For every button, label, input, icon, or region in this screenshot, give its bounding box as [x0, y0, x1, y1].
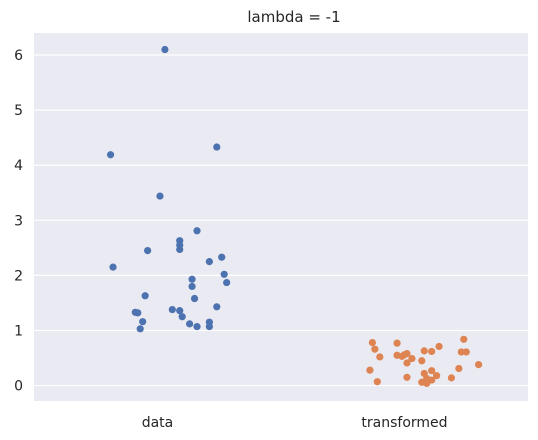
plot-area	[34, 33, 528, 401]
chart-title: lambda = -1	[247, 8, 340, 26]
series-transformed	[366, 335, 483, 387]
data-point-transformed	[376, 353, 384, 361]
data-point-transformed	[393, 339, 401, 347]
data-point-data	[139, 318, 147, 326]
data-point-transformed	[457, 348, 465, 356]
data-point-transformed	[373, 378, 381, 386]
data-point-transformed	[420, 347, 428, 355]
data-point-transformed	[428, 347, 436, 356]
y-tick-label: 2	[14, 268, 23, 284]
data-point-transformed	[428, 367, 436, 375]
series-data	[106, 45, 231, 333]
data-point-data	[193, 323, 201, 331]
data-point-data	[188, 282, 196, 291]
data-point-transformed	[433, 372, 441, 380]
data-points	[106, 45, 483, 387]
data-point-data	[178, 313, 186, 321]
data-point-data	[205, 323, 213, 331]
data-point-data	[176, 307, 184, 315]
data-point-transformed	[418, 357, 426, 365]
data-point-data	[161, 45, 169, 54]
data-point-data	[193, 227, 201, 235]
data-point-transformed	[423, 379, 431, 387]
data-point-data	[188, 275, 196, 283]
data-point-transformed	[447, 374, 456, 382]
data-point-data	[109, 263, 117, 271]
data-point-data	[190, 294, 199, 303]
data-point-data	[218, 253, 226, 261]
data-point-data	[106, 151, 115, 159]
x-axis: data transformed	[142, 415, 448, 431]
data-point-transformed	[371, 345, 379, 353]
data-point-data	[205, 258, 213, 266]
y-tick-label: 6	[14, 48, 23, 64]
x-tick-label-data: data	[142, 415, 174, 431]
data-point-transformed	[403, 359, 411, 367]
data-point-transformed	[408, 354, 416, 363]
y-tick-label: 4	[14, 158, 23, 174]
data-point-transformed	[435, 342, 443, 351]
data-point-transformed	[455, 364, 463, 373]
grid	[34, 54, 528, 387]
y-tick-label: 3	[14, 213, 23, 229]
data-point-data	[223, 278, 231, 287]
data-point-data	[141, 292, 149, 300]
x-tick-label-transformed: transformed	[361, 415, 447, 431]
y-tick-label: 1	[14, 323, 23, 339]
data-point-transformed	[398, 352, 406, 360]
data-point-data	[156, 192, 164, 200]
y-tick-label: 5	[14, 103, 23, 119]
data-point-data	[186, 320, 194, 328]
data-point-data	[168, 305, 176, 314]
y-axis: 0 1 2 3 4 5 6	[14, 48, 23, 395]
data-point-data	[220, 270, 228, 278]
data-point-data	[134, 309, 142, 317]
data-point-transformed	[366, 366, 374, 374]
data-point-transformed	[403, 373, 411, 381]
data-point-transformed	[462, 348, 470, 356]
data-point-data	[213, 143, 221, 151]
data-point-transformed	[368, 339, 376, 347]
data-point-transformed	[475, 361, 483, 369]
data-point-data	[144, 247, 152, 255]
data-point-data	[136, 325, 144, 333]
data-point-data	[213, 303, 221, 311]
y-tick-label: 0	[14, 379, 23, 395]
data-point-transformed	[460, 335, 468, 343]
data-point-data	[176, 245, 184, 254]
